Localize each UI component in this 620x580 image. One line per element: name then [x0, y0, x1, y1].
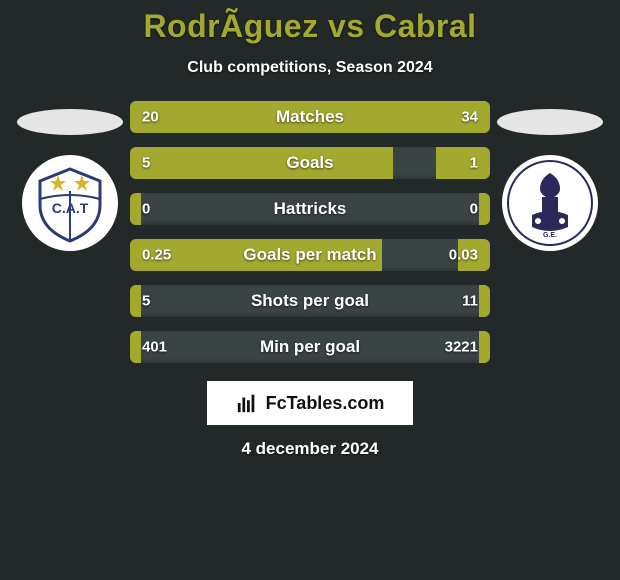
stat-value-left: 5 [142, 155, 150, 172]
subtitle: Club competitions, Season 2024 [0, 59, 620, 77]
chart-bars-icon [236, 392, 258, 414]
stat-row: Matches 20 34 [130, 101, 490, 133]
right-crest-icon: G.E. [502, 155, 598, 251]
right-player-column: G.E. [490, 101, 610, 251]
left-crest-icon: C.A.T [22, 155, 118, 251]
stat-label: Min per goal [260, 337, 360, 357]
stat-label: Goals [286, 153, 333, 173]
watermark: FcTables.com [207, 381, 413, 425]
stat-value-left: 401 [142, 339, 167, 356]
stat-row: Goals 5 1 [130, 147, 490, 179]
stat-value-left: 0.25 [142, 247, 171, 264]
stat-value-left: 0 [142, 201, 150, 218]
stat-bars: Matches 20 34 Goals 5 1 Hattricks 0 0 Goals per m… [130, 101, 490, 363]
bar-fill-left [130, 193, 141, 225]
stat-value-right: 3221 [445, 339, 478, 356]
main-layout: C.A.T Matches 20 34 Goals 5 1 Hattricks 0 0 Goals… [0, 101, 620, 363]
right-club-crest: G.E. [502, 155, 598, 251]
right-player-photo-placeholder [497, 109, 603, 135]
comparison-infographic: RodrÃ­guez vs Cabral Club competitions, … [0, 0, 620, 580]
stat-label: Hattricks [274, 199, 347, 219]
stat-label: Matches [276, 107, 344, 127]
stat-value-right: 11 [462, 293, 478, 310]
stat-label: Shots per goal [251, 291, 369, 311]
bar-fill-left [130, 331, 141, 363]
stat-row: Shots per goal 5 11 [130, 285, 490, 317]
watermark-text: FcTables.com [266, 393, 385, 414]
bar-fill-right [479, 193, 490, 225]
bar-fill-right [479, 285, 490, 317]
stat-row: Goals per match 0.25 0.03 [130, 239, 490, 271]
stat-value-right: 0 [470, 201, 478, 218]
bar-fill-left [130, 285, 141, 317]
left-club-crest: C.A.T [22, 155, 118, 251]
bar-fill-right [436, 147, 490, 179]
bar-fill-right [479, 331, 490, 363]
date-label: 4 december 2024 [0, 439, 620, 459]
page-title: RodrÃ­guez vs Cabral [0, 8, 620, 45]
stat-value-right: 34 [461, 109, 478, 126]
stat-value-right: 1 [470, 155, 478, 172]
svg-text:G.E.: G.E. [543, 232, 557, 239]
left-player-photo-placeholder [17, 109, 123, 135]
left-player-column: C.A.T [10, 101, 130, 251]
bar-fill-left [130, 147, 393, 179]
stat-row: Hattricks 0 0 [130, 193, 490, 225]
stat-value-right: 0.03 [449, 247, 478, 264]
stat-value-left: 5 [142, 293, 150, 310]
stat-label: Goals per match [243, 245, 376, 265]
stat-value-left: 20 [142, 109, 159, 126]
stat-row: Min per goal 401 3221 [130, 331, 490, 363]
svg-text:C.A.T: C.A.T [52, 200, 89, 216]
